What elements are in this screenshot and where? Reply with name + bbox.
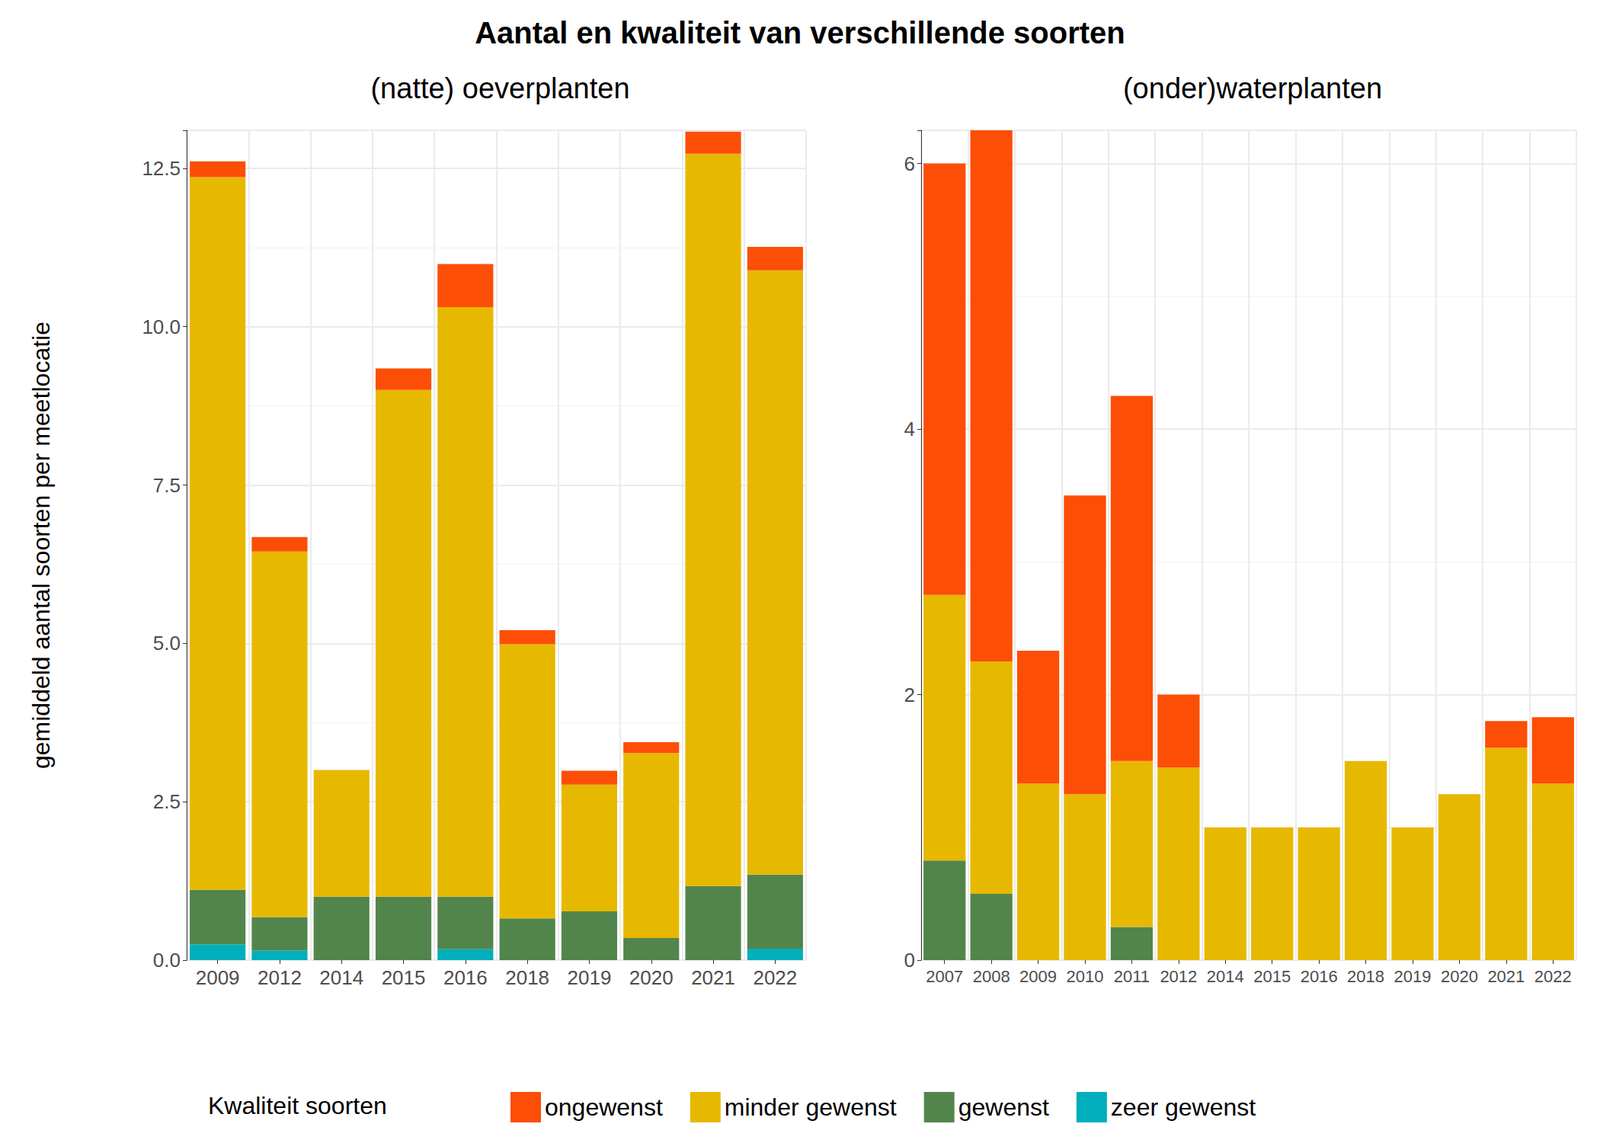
svg-text:5.0: 5.0	[153, 631, 181, 655]
svg-text:2016: 2016	[443, 966, 488, 989]
svg-text:2016: 2016	[1300, 966, 1338, 986]
svg-text:2022: 2022	[752, 966, 797, 989]
svg-text:2022: 2022	[1534, 966, 1572, 986]
svg-text:2: 2	[904, 683, 916, 707]
svg-text:2008: 2008	[972, 966, 1011, 986]
svg-text:2014: 2014	[1206, 966, 1245, 986]
svg-text:2009: 2009	[195, 966, 240, 989]
svg-text:4: 4	[904, 417, 916, 441]
svg-text:10.0: 10.0	[141, 315, 181, 339]
svg-text:7.5: 7.5	[153, 473, 181, 497]
svg-text:2012: 2012	[1159, 966, 1197, 986]
svg-text:ongewenst: ongewenst	[544, 1093, 663, 1121]
svg-text:2018: 2018	[1347, 966, 1385, 986]
svg-text:(natte) oeverplanten: (natte) oeverplanten	[370, 72, 630, 105]
svg-text:2019: 2019	[567, 966, 612, 989]
svg-text:2021: 2021	[1487, 966, 1525, 986]
svg-text:Aantal en kwaliteit van versch: Aantal en kwaliteit van verschillende so…	[474, 16, 1126, 50]
svg-text:2011: 2011	[1113, 966, 1150, 986]
svg-text:6: 6	[904, 152, 916, 176]
svg-text:Kwaliteit soorten: Kwaliteit soorten	[208, 1091, 388, 1120]
svg-text:2010: 2010	[1066, 966, 1104, 986]
svg-text:0: 0	[904, 948, 916, 972]
svg-text:2015: 2015	[381, 966, 426, 989]
svg-text:2014: 2014	[319, 966, 364, 989]
svg-text:2021: 2021	[691, 966, 736, 989]
svg-text:2007: 2007	[925, 966, 964, 986]
svg-text:gewenst: gewenst	[958, 1093, 1050, 1121]
svg-text:2020: 2020	[629, 966, 674, 989]
svg-text:2018: 2018	[505, 966, 550, 989]
svg-text:2019: 2019	[1394, 966, 1432, 986]
svg-text:(onder)waterplanten: (onder)waterplanten	[1123, 72, 1383, 105]
svg-text:2015: 2015	[1253, 966, 1291, 986]
svg-text:12.5: 12.5	[141, 156, 181, 180]
svg-text:0.0: 0.0	[153, 948, 181, 972]
svg-text:gemiddeld aantal soorten per m: gemiddeld aantal soorten per meetlocatie	[27, 321, 55, 769]
svg-text:2020: 2020	[1440, 966, 1479, 986]
svg-text:2009: 2009	[1019, 966, 1057, 986]
svg-text:minder gewenst: minder gewenst	[724, 1093, 897, 1121]
svg-text:zeer gewenst: zeer gewenst	[1110, 1093, 1256, 1121]
svg-text:2.5: 2.5	[153, 790, 181, 813]
svg-text:2012: 2012	[257, 966, 302, 989]
